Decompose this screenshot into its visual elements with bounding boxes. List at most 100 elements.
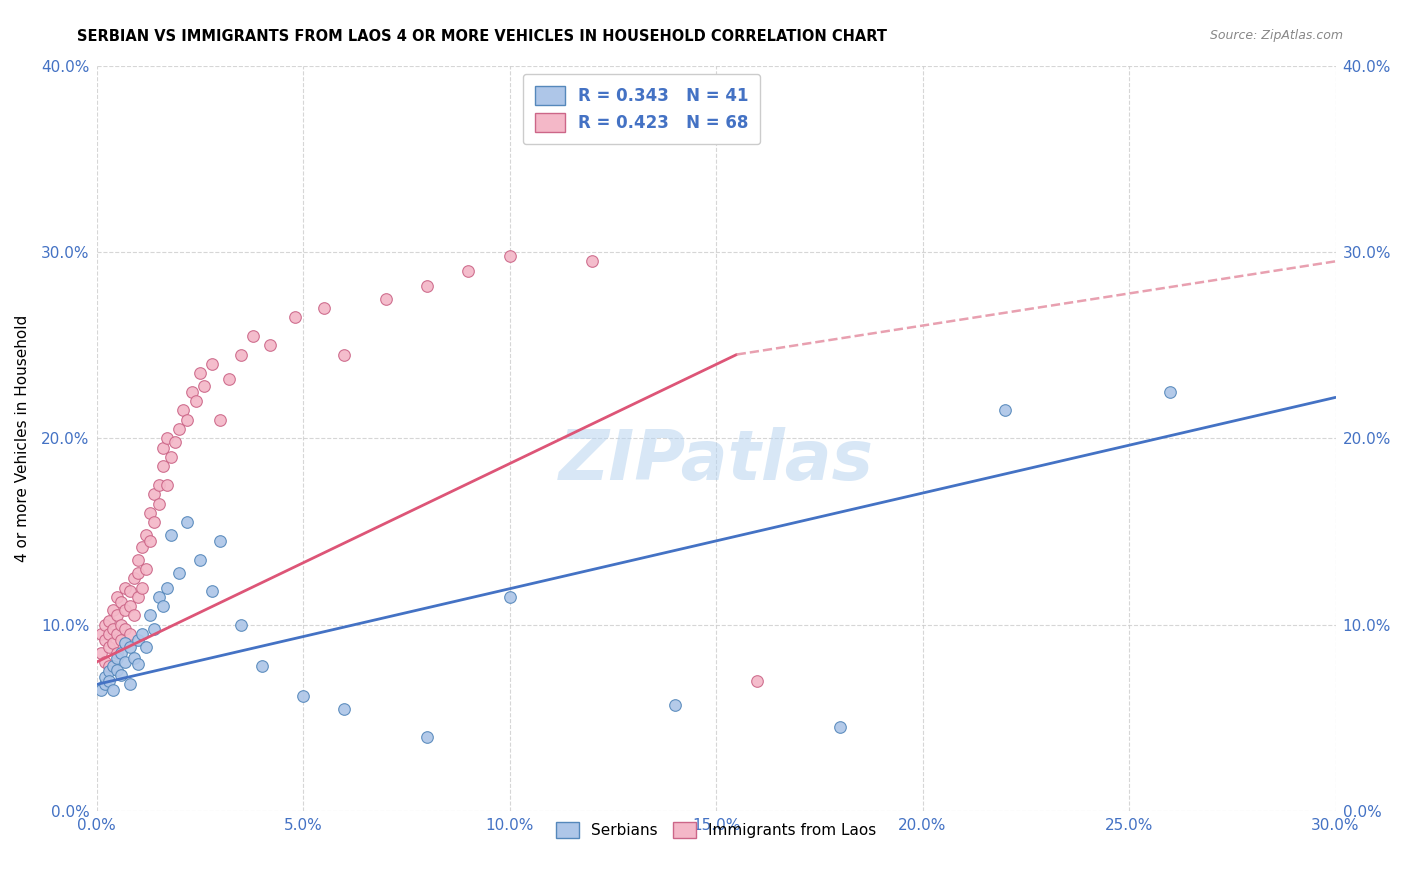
Point — [110, 595, 132, 609]
Point — [118, 677, 141, 691]
Point — [209, 533, 232, 548]
Point — [1159, 384, 1181, 399]
Point — [131, 627, 153, 641]
Point — [114, 655, 136, 669]
Point — [143, 487, 166, 501]
Text: ZIPatlas: ZIPatlas — [558, 427, 873, 494]
Point — [127, 657, 149, 671]
Point — [110, 646, 132, 660]
Point — [250, 658, 273, 673]
Point — [94, 670, 117, 684]
Point — [110, 632, 132, 647]
Point — [101, 658, 124, 673]
Point — [131, 540, 153, 554]
Point — [188, 552, 211, 566]
Point — [105, 590, 128, 604]
Legend: Serbians, Immigrants from Laos: Serbians, Immigrants from Laos — [550, 816, 883, 845]
Point — [333, 347, 356, 361]
Point — [156, 478, 179, 492]
Point — [118, 599, 141, 614]
Point — [143, 622, 166, 636]
Point — [127, 566, 149, 580]
Point — [101, 636, 124, 650]
Point — [118, 584, 141, 599]
Point — [160, 528, 183, 542]
Point — [312, 301, 335, 315]
Point — [172, 403, 194, 417]
Point — [167, 422, 190, 436]
Point — [292, 689, 315, 703]
Point — [97, 673, 120, 688]
Point — [105, 627, 128, 641]
Point — [135, 640, 157, 655]
Point — [110, 617, 132, 632]
Point — [110, 668, 132, 682]
Point — [581, 254, 603, 268]
Point — [94, 617, 117, 632]
Point — [828, 720, 851, 734]
Point — [152, 599, 174, 614]
Point — [994, 403, 1017, 417]
Point — [127, 632, 149, 647]
Point — [664, 698, 686, 712]
Point — [148, 478, 170, 492]
Text: SERBIAN VS IMMIGRANTS FROM LAOS 4 OR MORE VEHICLES IN HOUSEHOLD CORRELATION CHAR: SERBIAN VS IMMIGRANTS FROM LAOS 4 OR MOR… — [77, 29, 887, 44]
Point — [122, 571, 145, 585]
Point — [90, 683, 112, 698]
Point — [160, 450, 183, 464]
Point — [167, 566, 190, 580]
Point — [105, 608, 128, 623]
Point — [148, 497, 170, 511]
Point — [94, 632, 117, 647]
Point — [118, 627, 141, 641]
Point — [176, 413, 198, 427]
Point — [122, 608, 145, 623]
Point — [122, 651, 145, 665]
Point — [94, 677, 117, 691]
Point — [176, 516, 198, 530]
Point — [139, 533, 162, 548]
Point — [114, 581, 136, 595]
Point — [374, 292, 396, 306]
Point — [90, 646, 112, 660]
Point — [105, 651, 128, 665]
Point — [218, 372, 240, 386]
Point — [97, 665, 120, 679]
Point — [135, 528, 157, 542]
Point — [143, 516, 166, 530]
Point — [416, 278, 439, 293]
Point — [148, 590, 170, 604]
Point — [97, 614, 120, 628]
Point — [152, 459, 174, 474]
Y-axis label: 4 or more Vehicles in Household: 4 or more Vehicles in Household — [15, 315, 30, 562]
Point — [114, 636, 136, 650]
Point — [209, 413, 232, 427]
Point — [457, 263, 479, 277]
Point — [90, 627, 112, 641]
Point — [498, 249, 520, 263]
Point — [94, 655, 117, 669]
Point — [101, 603, 124, 617]
Point — [416, 730, 439, 744]
Point — [97, 658, 120, 673]
Point — [101, 622, 124, 636]
Point — [139, 506, 162, 520]
Point — [259, 338, 281, 352]
Point — [156, 431, 179, 445]
Point — [118, 640, 141, 655]
Point — [97, 627, 120, 641]
Point — [152, 441, 174, 455]
Point — [229, 347, 252, 361]
Point — [101, 683, 124, 698]
Point — [747, 673, 769, 688]
Point — [156, 581, 179, 595]
Point — [163, 435, 186, 450]
Point — [180, 384, 202, 399]
Point — [114, 622, 136, 636]
Point — [127, 590, 149, 604]
Point — [184, 394, 207, 409]
Text: Source: ZipAtlas.com: Source: ZipAtlas.com — [1209, 29, 1343, 42]
Point — [193, 379, 215, 393]
Point — [188, 366, 211, 380]
Point — [135, 562, 157, 576]
